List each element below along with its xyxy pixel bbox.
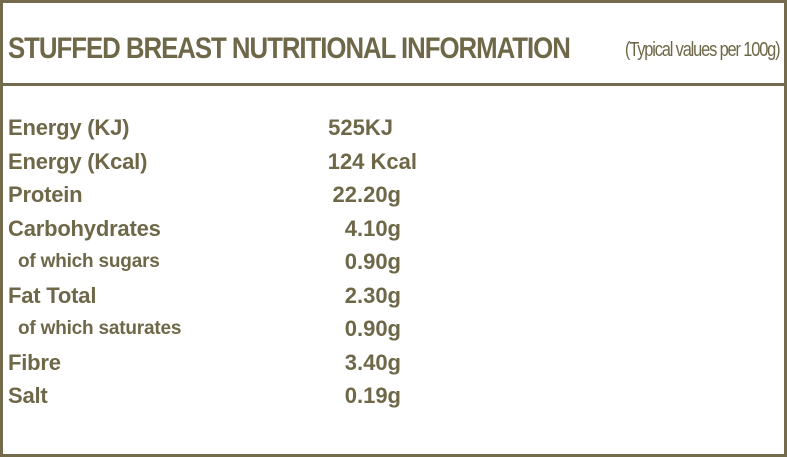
nutrient-label: Energy (Kcal) xyxy=(8,148,148,174)
nutrition-row: Protein 22.20g xyxy=(3,178,784,212)
header: STUFFED BREAST NUTRITIONAL INFORMATION (… xyxy=(3,3,784,86)
nutrition-row: Fibre 3.40g xyxy=(3,346,784,380)
nutrition-row: Fat Total 2.30g xyxy=(3,279,784,313)
nutrition-row: Carbohydrates 4.10g xyxy=(3,212,784,246)
nutrient-label: of which saturates xyxy=(18,318,182,339)
nutrient-value: 22.20g xyxy=(332,182,402,207)
nutrient-value: 3.40g xyxy=(344,349,401,375)
page-title: STUFFED BREAST NUTRITIONAL INFORMATION xyxy=(8,32,571,65)
nutrition-row: Energy (KJ) 525KJ xyxy=(3,111,784,145)
nutrient-value: 4.10g xyxy=(344,215,401,241)
nutrient-value: 0.90g xyxy=(344,249,401,274)
nutrient-label: of which sugars xyxy=(18,251,160,272)
nutrient-value: 525KJ xyxy=(328,115,393,140)
nutrient-label: Fibre xyxy=(8,349,61,375)
nutrient-value: 0.90g xyxy=(344,316,401,341)
nutrition-subrow: of which sugars 0.90g xyxy=(3,245,784,279)
nutrient-label: Protein xyxy=(8,182,83,207)
nutrition-table: Energy (KJ) 525KJ Energy (Kcal) 124 Kcal… xyxy=(3,111,784,413)
nutrition-subrow: of which saturates 0.90g xyxy=(3,312,784,346)
nutrition-row: Energy (Kcal) 124 Kcal xyxy=(3,145,784,179)
nutrient-value: 0.19g xyxy=(344,383,401,408)
subtitle: (Typical values per 100g) xyxy=(624,39,780,61)
nutrient-label: Fat Total xyxy=(8,282,97,308)
nutrient-label: Salt xyxy=(8,383,48,408)
nutrient-label: Carbohydrates xyxy=(8,215,161,241)
nutrient-value: 2.30g xyxy=(344,282,401,308)
nutrient-label: Energy (KJ) xyxy=(8,115,130,140)
nutrition-row: Salt 0.19g xyxy=(3,379,784,413)
nutrient-value: 124 Kcal xyxy=(327,148,417,174)
